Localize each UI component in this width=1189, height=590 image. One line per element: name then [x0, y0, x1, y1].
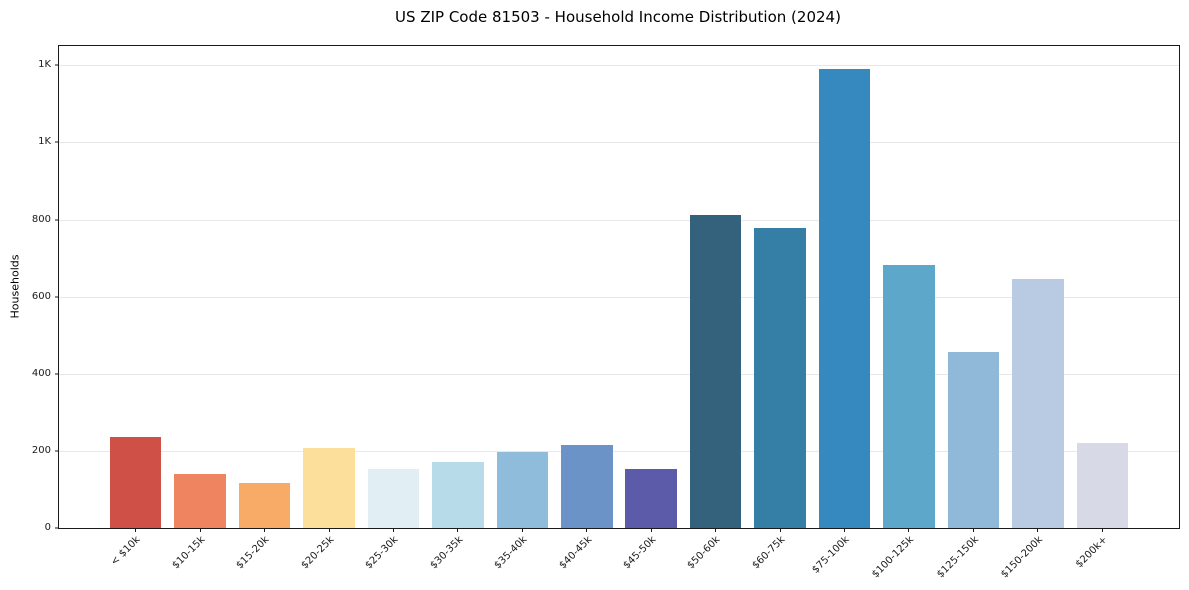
bar-40-45k [561, 445, 613, 528]
x-tick-label-25-30k: $25-30k [363, 534, 401, 572]
gridline-1200 [59, 65, 1179, 67]
x-tick-label-20-25k: $20-25k [299, 534, 337, 572]
bar-lt-10k [109, 436, 162, 528]
x-tick-mark-50-60k [715, 528, 717, 532]
bar-60-75k [754, 228, 806, 528]
x-tick-mark-35-40k [521, 528, 523, 532]
x-tick-mark-100-125k [908, 528, 910, 532]
y-tick-label-600: 600 [31, 290, 51, 302]
y-tick-mark-0 [55, 527, 59, 529]
plot-area: 0 200 400 600 800 1K 1K < $10k $10-15k $15-20k $20… [32, 45, 1180, 580]
x-tick-mark-lt-10k [135, 528, 137, 532]
bar-10-15k [174, 474, 226, 528]
x-tick-mark-20-25k [328, 528, 330, 532]
x-tick-mark-45-50k [650, 528, 652, 532]
bar-150-200k [1012, 279, 1064, 528]
x-tick-label-75-100k: $75-100k [810, 534, 852, 576]
bar-15-20k [238, 482, 291, 528]
y-tick-label-0: 0 [44, 522, 51, 533]
x-tick-label-35-40k: $35-40k [492, 534, 530, 572]
bar-125-150k [947, 351, 1000, 528]
x-tick-label-10-15k: $10-15k [170, 534, 208, 572]
x-tick-label-15-20k: $15-20k [234, 534, 272, 572]
x-tick-mark-125-150k [972, 528, 974, 532]
x-tick-mark-25-30k [392, 528, 394, 532]
y-tick-mark-200 [55, 450, 59, 452]
bar-35-40k [496, 451, 549, 528]
bar-50-60k [689, 214, 742, 528]
x-tick-label-45-50k: $45-50k [621, 534, 659, 572]
x-tick-label-30-35k: $30-35k [428, 534, 465, 572]
x-tick-label-125-150k: $125-150k [934, 534, 981, 581]
x-tick-mark-30-35k [457, 528, 459, 532]
y-tick-mark-400 [55, 373, 59, 375]
gridline-600 [59, 296, 1179, 298]
x-tick-label-200k-plus: $200k+ [1073, 534, 1110, 571]
x-tick-mark-150-200k [1037, 528, 1039, 532]
gridline-400 [59, 373, 1179, 375]
x-tick-label-150-200k: $150-200k [999, 534, 1045, 581]
x-tick-mark-75-100k [844, 528, 846, 532]
y-axis-label-text: Households [8, 254, 22, 318]
x-tick-mark-60-75k [779, 528, 781, 532]
bar-45-50k [625, 469, 677, 528]
bar-20-25k [303, 447, 355, 528]
y-tick-mark-1200 [55, 64, 59, 66]
chart-title: US ZIP Code 81503 - Household Income Dis… [395, 8, 841, 26]
x-tick-mark-10-15k [199, 528, 201, 532]
gridline-1000 [59, 142, 1179, 144]
x-tick-label-lt-10k: < $10k [109, 534, 143, 568]
bar-75-100k [818, 69, 871, 528]
y-tick-label-1200: 1K [38, 59, 51, 71]
y-tick-label-400: 400 [31, 367, 51, 379]
x-tick-label-100-125k: $100-125k [870, 534, 917, 581]
x-tick-label-40-45k: $40-45k [556, 534, 594, 572]
bar-25-30k [367, 469, 420, 528]
x-tick-label-60-75k: $60-75k [750, 534, 788, 572]
y-tick-mark-1000 [55, 141, 59, 143]
x-tick-label-50-60k: $50-60k [685, 534, 723, 572]
gridline-800 [59, 219, 1179, 221]
bar-100-125k [883, 265, 935, 528]
y-tick-mark-800 [55, 219, 59, 221]
x-tick-mark-15-20k [264, 528, 266, 532]
y-tick-label-800: 800 [31, 213, 51, 225]
x-tick-mark-40-45k [586, 528, 588, 532]
y-tick-label-1000: 1K [38, 136, 51, 148]
y-tick-label-200: 200 [31, 444, 51, 456]
x-tick-mark-200k-plus [1101, 528, 1103, 532]
gridline-200 [59, 450, 1179, 452]
bar-30-35k [432, 462, 484, 528]
bar-200k-plus [1076, 443, 1129, 528]
y-tick-mark-600 [55, 296, 59, 298]
y-axis-label: Households [6, 45, 24, 527]
